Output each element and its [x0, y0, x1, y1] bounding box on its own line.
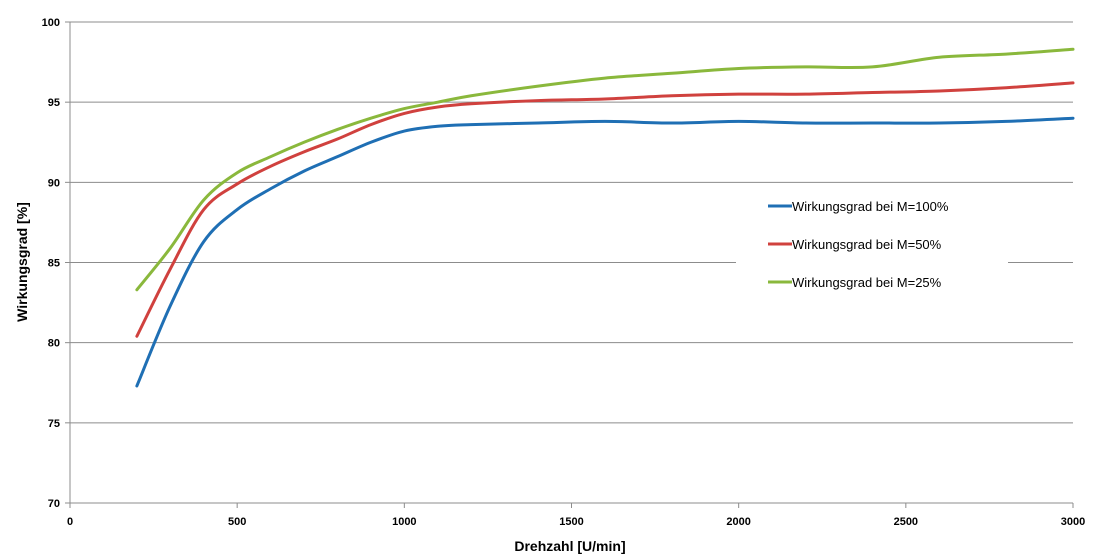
x-axis-title: Drehzahl [U/min] — [514, 538, 625, 554]
x-tick-label: 1500 — [559, 516, 583, 528]
legend-label-3: Wirkungsgrad bei M=25% — [792, 275, 942, 290]
y-axis-title: Wirkungsgrad [%] — [14, 202, 30, 322]
series-line-1 — [135, 116, 1075, 388]
legend-label-2: Wirkungsgrad bei M=50% — [792, 237, 942, 252]
x-tick-label: 2000 — [726, 516, 750, 528]
x-tick-label: 2500 — [894, 516, 918, 528]
y-tick-label: 85 — [48, 258, 60, 270]
series-line-3 — [135, 47, 1075, 292]
x-tick-label: 0 — [67, 516, 73, 528]
y-tick-label: 70 — [48, 498, 60, 510]
series-line-2 — [135, 81, 1075, 338]
series-lines — [135, 47, 1075, 388]
y-tick-label: 100 — [42, 17, 60, 29]
x-tick-label: 500 — [228, 516, 246, 528]
x-tick-label: 1000 — [392, 516, 416, 528]
legend: Wirkungsgrad bei M=100% Wirkungsgrad bei … — [736, 190, 1008, 304]
y-tick-label: 95 — [48, 97, 60, 109]
legend-label-1: Wirkungsgrad bei M=100% — [792, 199, 949, 214]
legend-box — [736, 190, 1008, 304]
axes — [65, 21, 1074, 508]
y-tick-label: 90 — [48, 177, 60, 189]
x-tick-label: 3000 — [1061, 516, 1085, 528]
y-tick-label: 75 — [48, 418, 60, 430]
y-tick-label: 80 — [48, 338, 60, 350]
